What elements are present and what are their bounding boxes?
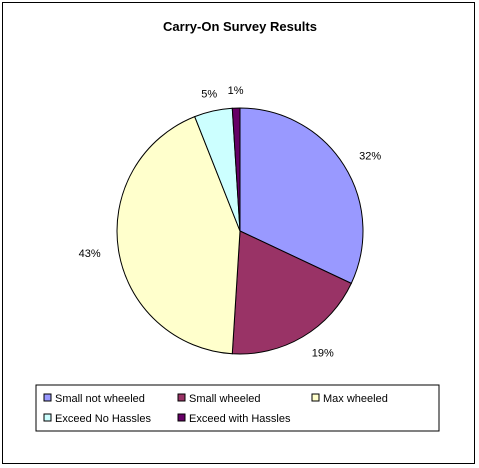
pie-slice [231,107,241,232]
pie-value-label: 5% [201,88,217,100]
legend: Small not wheeled Small wheeled Max wheele… [35,384,440,432]
pie-slices [116,107,364,355]
legend-swatch [43,393,52,402]
legend-swatch [177,413,186,422]
legend-swatch [311,393,320,402]
legend-label: Exceed with Hassles [189,413,291,425]
chart-title: Carry-On Survey Results [163,19,317,34]
legend-label: Max wheeled [323,393,388,405]
legend-swatch [177,393,186,402]
pie-slice [231,230,352,355]
pie-value-labels: 32% 19% 43% 5% 1% [79,85,382,359]
pie-value-label: 1% [228,85,244,97]
legend-label: Small wheeled [189,393,261,405]
pie-slice [239,107,364,285]
pie-value-label: 32% [359,150,381,162]
pie-value-label: 43% [79,248,101,260]
legend-swatch [43,413,52,422]
legend-label: Exceed No Hassles [55,413,151,425]
legend-label: Small not wheeled [55,393,145,405]
pie-value-label: 19% [312,347,334,359]
pie-slice [116,115,241,355]
legend-box [35,384,440,432]
